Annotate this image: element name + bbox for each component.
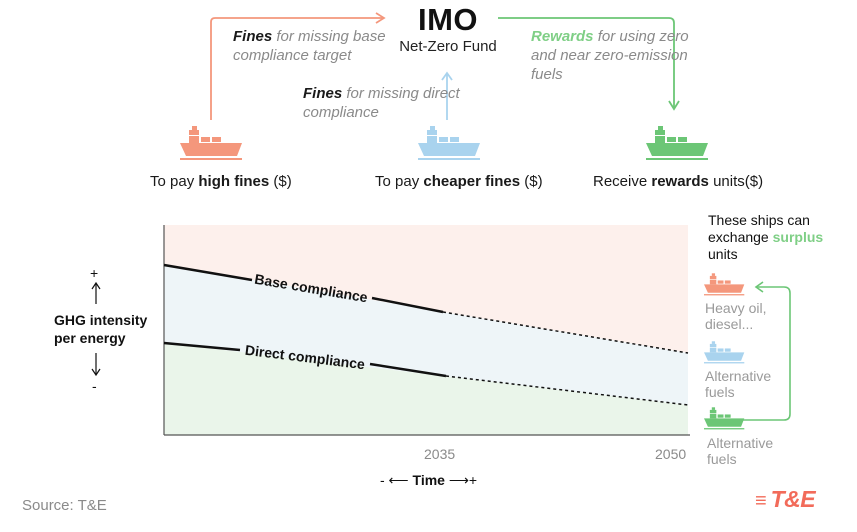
ship-label-cheaper-fines: To pay cheaper fines ($) (375, 173, 543, 190)
ship-label-rewards: Receive rewards units($) (593, 173, 763, 190)
side-label-line: fuels (707, 451, 737, 467)
ship-icon-alt-fuels-green (704, 407, 745, 430)
logo-text: T&E (770, 486, 816, 512)
source-note: Source: T&E (22, 497, 107, 514)
zone-fines-cheap (164, 265, 688, 405)
surplus-bold: surplus (772, 229, 824, 245)
note-direct-fines: Fines for missing direct compliance (303, 84, 463, 122)
x-axis-suffix: ⟶+ (444, 472, 478, 488)
zone-rewards (164, 343, 688, 435)
y-axis-title-line2: per energy (54, 330, 126, 346)
side-label-line: Alternative (705, 368, 772, 384)
rewards-arrowhead (668, 100, 680, 111)
ship-label-high-fines: To pay high fines ($) (150, 173, 292, 190)
y-axis-title-line1: GHG intensity (54, 312, 148, 328)
base-line-solid-a (163, 263, 253, 282)
x-axis-prefix: - ⟵ (380, 472, 413, 488)
ship-label-prefix: Receive (593, 173, 652, 190)
direct-line-dashed (445, 375, 689, 406)
note-rewards-text: for using zero and near zero-emission fu… (531, 28, 689, 83)
y-arrow-down-head (91, 368, 101, 377)
zone-fines-high (164, 225, 688, 353)
ship-icon-rewards (646, 126, 708, 160)
note-base-text: for missing base compliance target (233, 28, 386, 64)
ship-label-bold: cheaper fines (423, 173, 521, 190)
side-label-line: fuels (705, 384, 735, 400)
y-plus-sign: + (90, 265, 99, 281)
fines-direct-arrowhead (441, 71, 453, 81)
note-direct-bold: Fines (303, 85, 343, 102)
exchange-arrow (738, 286, 791, 421)
direct-line-solid-a (163, 341, 241, 352)
fund-title: IMO (417, 2, 479, 37)
direct-line-solid-b (369, 362, 447, 378)
ship-icon-alt-fuels-blue (704, 341, 745, 364)
ship-label-prefix: To pay (150, 173, 199, 190)
tick-2035: 2035 (424, 446, 456, 462)
x-axis-label: Time (412, 472, 445, 488)
ship-icon-cheap-fines (418, 126, 480, 160)
note-rewards: Rewards for using zero and near zero-emi… (531, 27, 691, 84)
surplus-text-1: These ships can exchange (708, 212, 810, 245)
base-line-solid-b (371, 296, 444, 314)
side-label-alt-fuels-green: Alternative fuels (707, 435, 797, 467)
ship-label-suffix: ($) (269, 173, 292, 190)
side-label-line: Alternative (707, 435, 774, 451)
note-base-bold: Fines (233, 28, 273, 45)
ship-label-bold: high fines (198, 173, 270, 190)
tick-2050: 2050 (655, 446, 687, 462)
side-label-alt-fuels-blue: Alternative fuels (705, 368, 795, 400)
exchange-arrowhead (754, 281, 764, 293)
ship-label-suffix: units($) (708, 173, 764, 190)
note-rewards-bold: Rewards (531, 28, 594, 45)
surplus-note: These ships can exchange surplus units (708, 212, 848, 263)
note-direct-text: for missing direct compliance (303, 85, 460, 121)
y-arrow-up-head (91, 281, 101, 290)
ship-icon-high-fines (180, 126, 242, 160)
ship-label-prefix: To pay (375, 173, 424, 190)
y-axis-title: GHG intensity per energy (54, 311, 147, 347)
ship-icon-heavy-oil (704, 273, 745, 296)
fund-subtitle: Net-Zero Fund (399, 38, 497, 55)
note-base-fines: Fines for missing base compliance target (233, 27, 393, 65)
ship-label-bold: rewards (651, 173, 709, 190)
y-minus-sign: - (92, 378, 97, 394)
rewards-arrow (498, 17, 675, 108)
te-logo: ≡ T&E (755, 486, 816, 513)
x-axis-title: - ⟵ Time ⟶+ (380, 472, 477, 489)
side-label-line: diesel... (705, 316, 754, 332)
side-label-heavy-oil: Heavy oil, diesel... (705, 300, 795, 332)
side-label-line: Heavy oil, (705, 300, 767, 316)
fines-base-arrowhead (375, 12, 386, 24)
logo-stripes-icon: ≡ (755, 490, 767, 512)
surplus-text-2: units (708, 246, 738, 262)
fines-base-arrow (210, 17, 383, 120)
ship-label-suffix: ($) (520, 173, 543, 190)
